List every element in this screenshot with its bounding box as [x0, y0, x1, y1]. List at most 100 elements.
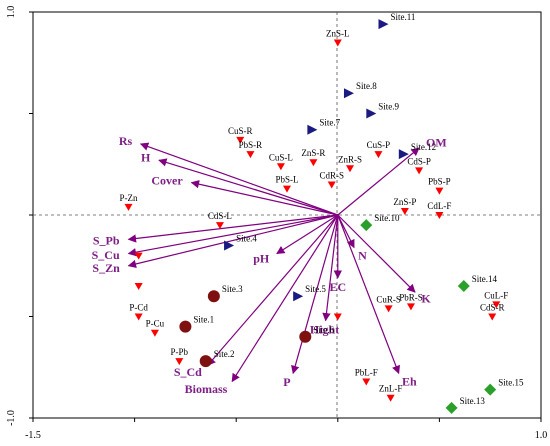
species-marker [386, 394, 395, 402]
species-marker [345, 165, 354, 173]
site-marker-diamond [360, 219, 373, 232]
site-marker-circle [299, 330, 312, 343]
site-label: Site.4 [236, 233, 257, 243]
species-label: CdR-S [319, 171, 344, 181]
site-marker-diamond [457, 280, 470, 293]
species-label: PbS-P [428, 177, 451, 187]
site-label: Site.14 [472, 274, 498, 284]
species-label: PbS-L [275, 175, 298, 185]
species-marker [236, 136, 245, 144]
species-marker [406, 303, 415, 311]
species-marker [150, 329, 159, 337]
species-label: CdS-L [208, 211, 232, 221]
site-marker-triangle [307, 124, 318, 135]
species-label: CuL-F [484, 290, 508, 300]
species-marker [327, 181, 336, 189]
species-marker [215, 222, 224, 230]
site-label: Site.3 [222, 284, 243, 294]
y-tick-label: -1.0 [6, 410, 17, 426]
species-label: ZnS-L [326, 28, 350, 38]
species-marker [134, 283, 143, 291]
site-label: Site.12 [411, 142, 436, 152]
species-label: CuS-L [269, 152, 293, 162]
species-label: P-Cd [129, 303, 148, 313]
species-marker [246, 151, 255, 159]
y-tick-label: 1.0 [6, 6, 17, 19]
species-label: CdS-P [407, 156, 431, 166]
env-arrow [127, 214, 338, 269]
site-marker-circle [207, 290, 220, 303]
species-label: P-Pb [171, 347, 189, 357]
site-label: Site.13 [460, 396, 486, 406]
site-marker-triangle [293, 291, 304, 302]
species-label: ZnS-R [301, 148, 325, 158]
env-arrow [291, 214, 339, 375]
species-marker [134, 313, 143, 321]
species-label: P-Zn [120, 193, 139, 203]
env-arrow-label: Cover [151, 174, 183, 188]
species-label: CdS-R [480, 303, 505, 313]
env-arrow-label: Biomass [185, 382, 228, 396]
env-arrow-label: S_Zn [92, 261, 120, 275]
env-arrow-label: Rs [119, 134, 133, 148]
species-marker [333, 313, 342, 321]
env-arrow [337, 214, 416, 293]
species-label: PbL-F [355, 367, 378, 377]
species-label: PbS-R [239, 140, 263, 150]
env-arrow-label: Eh [402, 375, 417, 389]
species-marker [134, 252, 143, 260]
env-arrow [190, 180, 338, 216]
species-marker [276, 163, 285, 171]
x-tick-label: 1.0 [535, 430, 548, 441]
site-label: Site.11 [391, 12, 416, 22]
env-arrow [322, 214, 339, 322]
site-label: Site.1 [193, 315, 214, 325]
site-marker-diamond [445, 401, 458, 414]
site-marker-circle [179, 320, 192, 333]
species-marker [400, 207, 409, 215]
site-label: Site.5 [305, 284, 326, 294]
site-marker-triangle [224, 240, 235, 251]
species-marker [488, 313, 497, 321]
species-marker [283, 185, 291, 193]
site-marker-triangle [378, 19, 389, 30]
site-marker-triangle [398, 149, 409, 160]
species-label: CdL-F [427, 201, 451, 211]
species-label: CuS-P [367, 140, 391, 150]
env-arrow-label: S_Cu [92, 248, 120, 262]
site-label: Site.15 [498, 378, 524, 388]
env-arrows: OMNKEhECHightPBiomassS_CdpHRsHCoverS_PbS… [92, 134, 447, 396]
species-marker [435, 212, 444, 219]
species-label: ZnS-P [393, 197, 416, 207]
env-arrow [276, 214, 339, 255]
env-arrow-label: S_Pb [93, 233, 120, 247]
env-arrow [158, 158, 338, 216]
site-marker-triangle [366, 108, 377, 119]
env-arrow [127, 214, 338, 243]
env-arrow-label: S_Cd [174, 365, 202, 379]
site-label: Site.2 [214, 349, 235, 359]
env-arrow [127, 214, 338, 257]
env-arrow-label: Hight [310, 323, 339, 337]
site-points: Site.11 Site.8 Site.9 Site.7 Site.12 Site.4 Si… [179, 12, 524, 414]
site-label: Site.8 [356, 81, 377, 91]
axis-ticks: -1.5 1.0 1.0 -1.0 [6, 6, 547, 441]
env-arrow-label: K [421, 292, 431, 306]
env-arrow [207, 214, 339, 366]
env-arrow-label: H [141, 151, 151, 165]
env-arrow-label: N [358, 249, 367, 263]
env-arrow-label: EC [329, 280, 346, 294]
species-marker [333, 39, 342, 47]
env-arrow-label: OM [426, 135, 447, 149]
species-marker [492, 301, 501, 309]
species-points: ZnS-L CuS-R PbS-R CuS-L ZnS-R PbS-L CdR-S ZnR-S… [120, 28, 508, 402]
species-label: CuS-R [228, 126, 253, 136]
site-label: Site.7 [319, 118, 340, 128]
env-arrow-label: P [283, 375, 290, 389]
species-marker [384, 305, 393, 313]
species-marker [374, 151, 383, 159]
site-marker-triangle [343, 88, 354, 99]
env-arrow [337, 214, 400, 375]
site-label: Site.9 [378, 102, 399, 112]
